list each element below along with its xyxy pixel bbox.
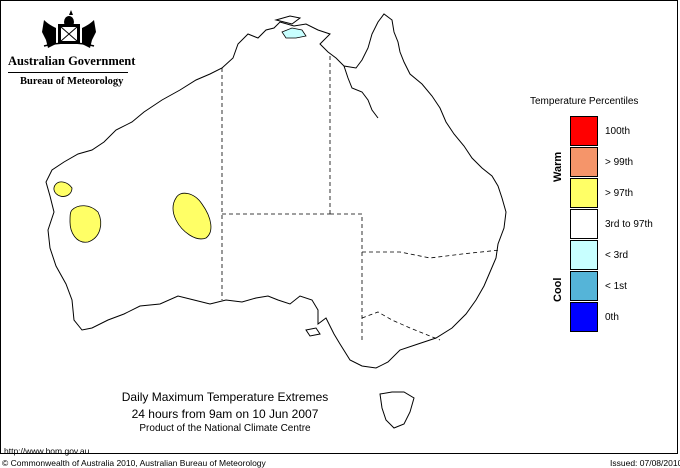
legend-swatch: [570, 116, 598, 146]
footer-copyright: © Commonwealth of Australia 2010, Austra…: [2, 458, 266, 468]
map-frame: [0, 0, 678, 454]
logo-divider: [8, 72, 128, 73]
interior-wa-area: [172, 192, 212, 240]
map-product-note: Product of the National Climate Centre: [139, 423, 311, 434]
legend-cool-label: Cool: [552, 277, 564, 302]
coat-of-arms-icon: [42, 10, 96, 48]
legend-warm-label: Warm: [552, 151, 564, 182]
footer-issued: Issued: 07/08/2010: [610, 458, 680, 468]
legend-item-label: < 1st: [605, 281, 627, 292]
qld-sa-border: [330, 213, 363, 252]
australia-mainland-outline: [45, 13, 507, 369]
legend-swatch: [570, 178, 598, 208]
legend-item-label: > 99th: [605, 157, 634, 168]
kangaroo-island: [305, 327, 321, 337]
legend-item-label: < 3rd: [605, 250, 629, 261]
melville-island: [274, 15, 302, 25]
government-logo: Australian Government Bureau of Meteorol…: [8, 10, 136, 87]
west-coast-area: [69, 205, 102, 243]
bureau-title: Bureau of Meteorology: [20, 76, 124, 87]
legend-item-label: 0th: [605, 312, 619, 323]
gulf-coast-line: [343, 65, 379, 119]
legend-title: Temperature Percentiles: [530, 96, 639, 107]
legend-swatch: [570, 209, 598, 239]
legend-item-label: 3rd to 97th: [605, 219, 653, 230]
legend-swatch: [570, 302, 598, 332]
far-west-coast-area: [53, 181, 73, 197]
legend-item-label: 100th: [605, 126, 631, 137]
footer-url[interactable]: http://www.bom.gov.au: [4, 446, 90, 456]
legend-swatch: [570, 147, 598, 177]
map-subtitle: 24 hours from 9am on 10 Jun 2007: [131, 407, 319, 421]
tasmania-outline: [379, 391, 415, 429]
top-end-area: [281, 27, 307, 39]
qld-nsw-border: [362, 249, 501, 259]
government-title: Australian Government: [8, 54, 136, 68]
nsw-vic-border: [361, 311, 441, 341]
legend-swatch: [570, 240, 598, 270]
legend-item-label: > 97th: [605, 188, 634, 199]
legend-swatch: [570, 271, 598, 301]
map-title: Daily Maximum Temperature Extremes: [121, 390, 329, 404]
